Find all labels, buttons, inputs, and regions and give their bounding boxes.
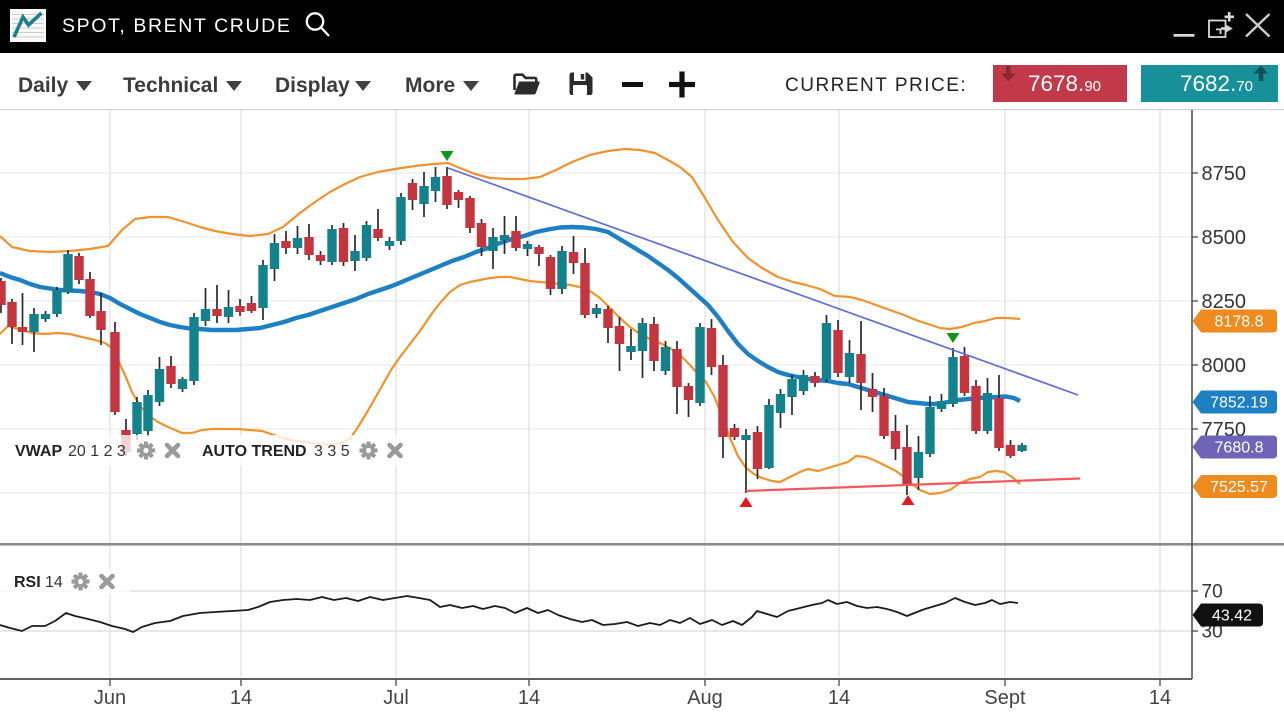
svg-text:8178.8: 8178.8	[1215, 314, 1264, 331]
svg-text:43.42: 43.42	[1212, 608, 1252, 625]
svg-text:Jul: Jul	[383, 687, 409, 709]
svg-text:8000: 8000	[1202, 355, 1247, 377]
svg-text:RSI: RSI	[14, 574, 41, 591]
svg-text:Sept: Sept	[984, 687, 1026, 709]
svg-text:30: 30	[1202, 622, 1223, 643]
svg-text:20 1 2 3: 20 1 2 3	[68, 443, 126, 460]
svg-text:14: 14	[518, 687, 540, 709]
svg-text:8750: 8750	[1202, 163, 1247, 185]
svg-text:14: 14	[828, 687, 850, 709]
svg-text:14: 14	[1149, 687, 1171, 709]
svg-text:7680.8: 7680.8	[1215, 440, 1264, 457]
svg-text:Jun: Jun	[94, 687, 126, 709]
svg-text:70: 70	[1202, 582, 1223, 603]
svg-text:14: 14	[230, 687, 252, 709]
svg-text:8250: 8250	[1202, 291, 1247, 313]
svg-text:8500: 8500	[1202, 227, 1247, 249]
svg-text:3 3 5: 3 3 5	[314, 443, 350, 460]
svg-text:14: 14	[45, 574, 63, 591]
svg-text:7852.19: 7852.19	[1210, 395, 1268, 412]
svg-text:VWAP: VWAP	[15, 443, 62, 460]
svg-text:AUTO TREND: AUTO TREND	[202, 443, 307, 460]
svg-text:7525.57: 7525.57	[1210, 479, 1268, 496]
svg-text:Aug: Aug	[687, 687, 723, 709]
